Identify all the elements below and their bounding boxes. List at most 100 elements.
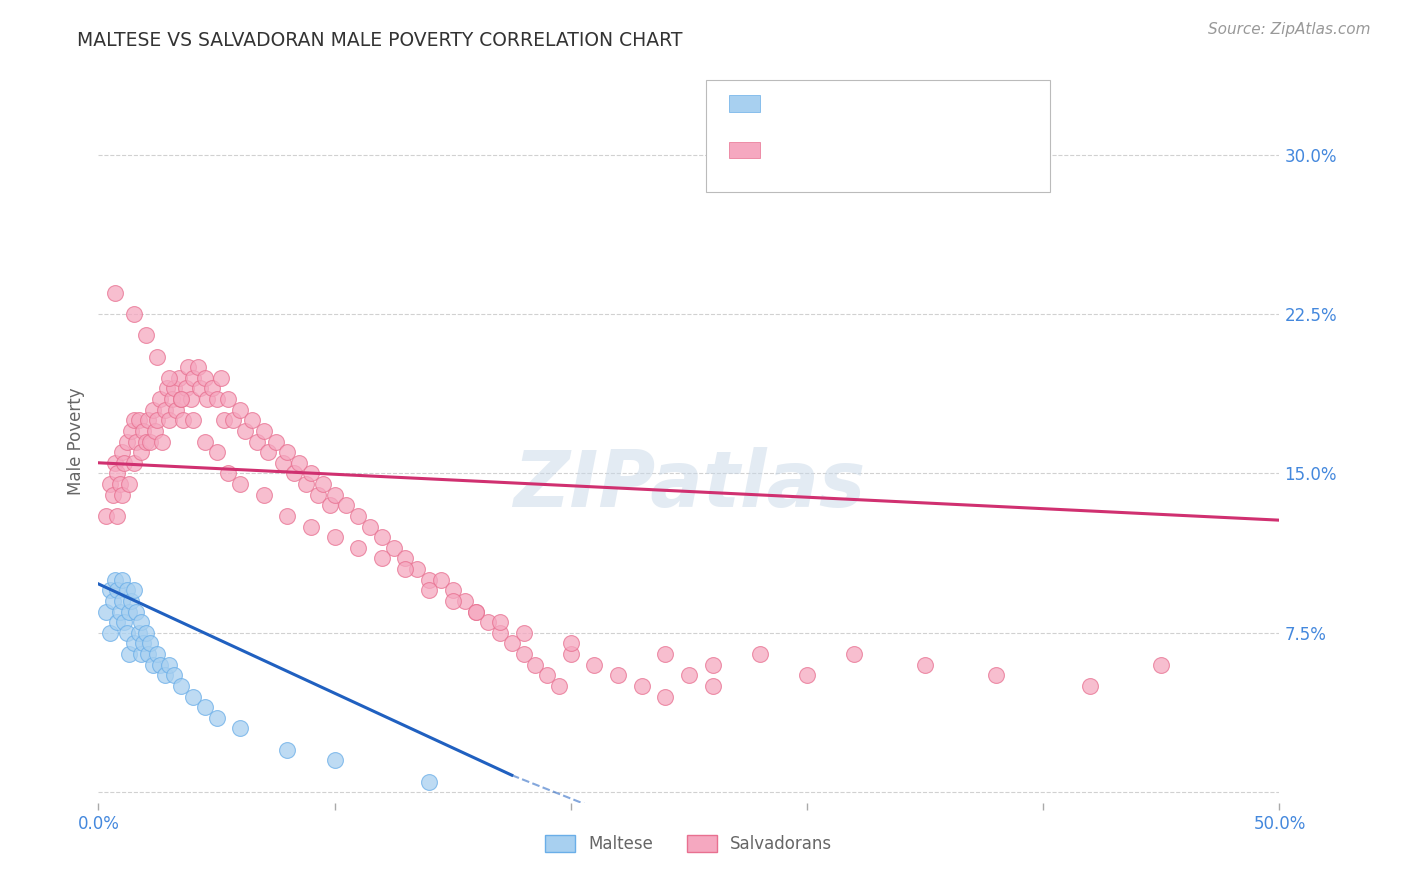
Point — [142, 657, 165, 672]
Point — [283, 467, 305, 481]
Point — [194, 371, 217, 385]
Point — [1150, 657, 1173, 672]
Point — [319, 498, 342, 512]
Point — [465, 605, 488, 619]
Point — [98, 625, 121, 640]
Point — [312, 477, 335, 491]
Text: N =: N = — [868, 95, 904, 112]
Point — [170, 392, 193, 406]
Point — [299, 467, 322, 481]
Point — [382, 541, 405, 555]
Point — [105, 615, 128, 630]
Point — [524, 657, 547, 672]
Point — [94, 508, 117, 523]
Point — [181, 371, 204, 385]
Point — [240, 413, 263, 427]
Point — [295, 477, 318, 491]
Point — [406, 562, 429, 576]
Point — [418, 573, 440, 587]
Point — [394, 551, 416, 566]
Point — [112, 615, 135, 630]
Point — [217, 467, 239, 481]
Point — [153, 668, 176, 682]
Point — [160, 392, 183, 406]
Point — [115, 583, 138, 598]
Point — [142, 402, 165, 417]
Point — [229, 402, 252, 417]
Point — [702, 657, 724, 672]
Point — [560, 647, 582, 661]
Point — [163, 668, 186, 682]
Point — [323, 488, 346, 502]
Point — [108, 605, 131, 619]
Point — [174, 381, 197, 395]
Point — [157, 371, 180, 385]
Point — [418, 774, 440, 789]
Point — [359, 519, 381, 533]
Point — [323, 753, 346, 767]
Point — [984, 668, 1007, 682]
Point — [105, 508, 128, 523]
Point — [489, 615, 512, 630]
Point — [94, 605, 117, 619]
Text: R = -0.086: R = -0.086 — [772, 141, 860, 159]
Point — [678, 668, 700, 682]
Point — [441, 594, 464, 608]
Point — [276, 445, 298, 459]
Point — [844, 647, 866, 661]
Point — [112, 456, 135, 470]
Point — [583, 657, 606, 672]
Point — [157, 413, 180, 427]
Point — [156, 381, 179, 395]
Point — [139, 636, 162, 650]
Y-axis label: Male Poverty: Male Poverty — [66, 388, 84, 495]
Point — [418, 583, 440, 598]
Point — [105, 467, 128, 481]
Point — [105, 583, 128, 598]
Point — [101, 488, 124, 502]
Point — [122, 413, 145, 427]
Point — [271, 456, 294, 470]
Point — [111, 594, 134, 608]
Point — [111, 488, 134, 502]
Point — [146, 647, 169, 661]
Point — [205, 711, 228, 725]
Point — [229, 722, 252, 736]
Text: 40: 40 — [910, 95, 932, 112]
Point — [135, 434, 157, 449]
Point — [143, 424, 166, 438]
Point — [654, 647, 676, 661]
Point — [122, 307, 145, 321]
Point — [177, 360, 200, 375]
Point — [194, 434, 217, 449]
Point — [180, 392, 202, 406]
Point — [146, 350, 169, 364]
Point — [146, 413, 169, 427]
Point — [914, 657, 936, 672]
Point — [465, 605, 488, 619]
Point — [170, 679, 193, 693]
Point — [205, 445, 228, 459]
Point — [136, 413, 159, 427]
Point — [299, 519, 322, 533]
Point — [121, 424, 143, 438]
Point — [111, 445, 134, 459]
Point — [796, 668, 818, 682]
Point — [217, 392, 239, 406]
Point — [748, 647, 770, 661]
Point — [205, 392, 228, 406]
Point — [150, 434, 173, 449]
Point — [347, 508, 370, 523]
Text: MALTESE VS SALVADORAN MALE POVERTY CORRELATION CHART: MALTESE VS SALVADORAN MALE POVERTY CORRE… — [77, 31, 683, 50]
Point — [209, 371, 232, 385]
Point — [246, 434, 269, 449]
Point — [264, 434, 287, 449]
Point — [371, 551, 394, 566]
Point — [371, 530, 394, 544]
Point — [128, 625, 150, 640]
Text: N =: N = — [868, 141, 904, 159]
Point — [108, 477, 131, 491]
Point — [222, 413, 245, 427]
Point — [136, 647, 159, 661]
Point — [111, 573, 134, 587]
